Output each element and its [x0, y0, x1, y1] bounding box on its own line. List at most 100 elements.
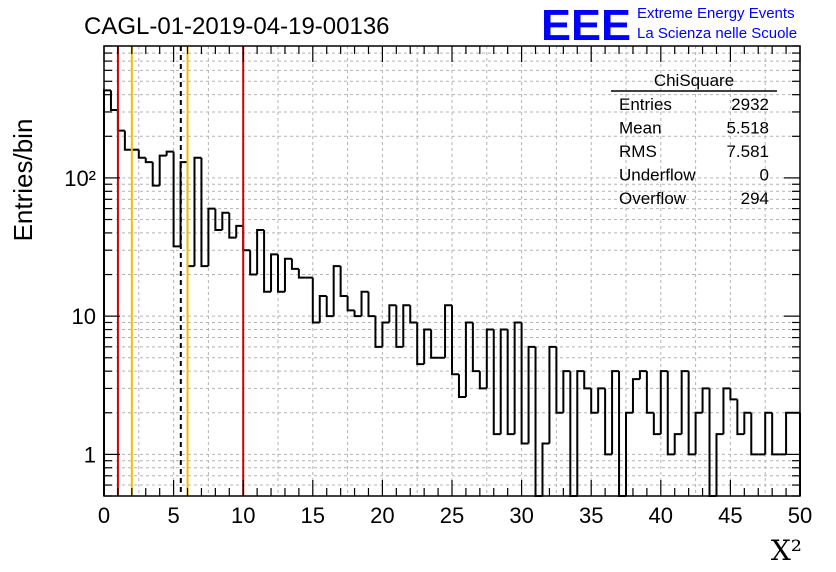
- histogram-bin: [736, 399, 745, 436]
- x-tick-label: 30: [509, 503, 533, 528]
- histogram-bin: [638, 370, 647, 380]
- histogram-bin: [416, 322, 425, 366]
- histogram-bin: [395, 305, 404, 348]
- histogram-bin: [207, 207, 216, 267]
- histogram-bin: [471, 322, 480, 373]
- histogram-bin: [708, 388, 717, 497]
- histogram-bin: [645, 371, 654, 414]
- y-axis-label: Entries/bin: [8, 119, 38, 242]
- plot-frame: [103, 45, 801, 497]
- histogram-bin: [597, 387, 606, 413]
- histogram-bin: [263, 229, 272, 293]
- histogram-bin: [673, 433, 682, 455]
- stats-row-value: 294: [741, 189, 769, 208]
- y-tick-label: 10²: [64, 166, 96, 191]
- axis-ticks: 0 5 10 15 20 25 30 35 40 45 50 1 10 10²: [64, 45, 812, 528]
- x-tick-label: 15: [301, 503, 325, 528]
- stats-row-value: 2932: [731, 95, 769, 114]
- histogram-bin: [228, 212, 237, 239]
- histogram-bin: [464, 321, 473, 398]
- stats-row-label: Overflow: [619, 189, 687, 208]
- histogram-bin: [750, 412, 759, 456]
- histogram-bin: [604, 388, 613, 456]
- x-tick-label: 10: [231, 503, 255, 528]
- histogram-bin: [527, 345, 536, 444]
- eee-logo: EEE Extreme Energy Events La Scienza nel…: [541, 1, 797, 50]
- histogram-bin: [701, 387, 710, 413]
- x-tick-label: 50: [788, 503, 812, 528]
- histogram-bin: [144, 157, 153, 164]
- histogram-bin: [381, 321, 390, 347]
- histogram-bin: [235, 224, 244, 238]
- histogram-bin: [423, 328, 432, 365]
- histogram-bin: [158, 154, 167, 186]
- stats-row-label: RMS: [619, 142, 657, 161]
- histogram-bin: [103, 89, 111, 496]
- histogram-bin: [346, 295, 355, 312]
- stats-row-value: 7.581: [726, 142, 769, 161]
- histogram-bin: [290, 258, 299, 270]
- logo-line2: La Scienza nelle Scuole: [637, 25, 797, 42]
- histogram-bin: [277, 254, 285, 293]
- x-axis-label: X²: [771, 534, 802, 567]
- histogram-bin: [520, 322, 529, 445]
- histogram-bin: [534, 346, 543, 497]
- y-tick-label: 1: [84, 442, 96, 467]
- x-tick-label: 20: [370, 503, 394, 528]
- histogram-bin: [451, 305, 459, 376]
- histogram-bin: [506, 329, 515, 436]
- histogram-bin: [200, 157, 209, 268]
- histogram-bin: [409, 305, 418, 324]
- stats-title: ChiSquare: [654, 71, 734, 90]
- histogram-bin: [374, 316, 383, 348]
- histogram-bin: [590, 388, 599, 414]
- x-tick-label: 5: [167, 503, 179, 528]
- histogram-bin: [256, 228, 265, 275]
- histogram-bin: [478, 371, 487, 390]
- x-tick-label: 40: [649, 503, 673, 528]
- histogram-bin: [137, 149, 146, 159]
- histogram-bin: [221, 211, 230, 230]
- histogram-bin: [116, 109, 125, 132]
- histogram-bin: [631, 378, 640, 413]
- logo-line1: Extreme Energy Events: [637, 5, 795, 22]
- histogram-bin: [242, 225, 251, 252]
- histogram-bin: [548, 345, 557, 444]
- histogram-bin: [694, 411, 703, 455]
- histogram-bin: [687, 371, 696, 456]
- histogram-bin: [388, 304, 397, 323]
- histogram-bin: [353, 310, 362, 318]
- x-tick-label: 0: [98, 503, 110, 528]
- stats-row-value: 0: [760, 166, 769, 185]
- histogram-bin: [270, 253, 278, 292]
- histogram-bin: [729, 388, 738, 401]
- histogram-bin: [652, 412, 661, 436]
- histogram-bin: [444, 304, 452, 358]
- histogram-bin: [165, 150, 174, 156]
- histogram-bin: [625, 411, 633, 496]
- histogram-bin: [109, 90, 118, 111]
- histogram-bin: [193, 156, 202, 267]
- reference-lines: [116, 46, 245, 496]
- histogram-bin: [618, 371, 626, 497]
- stats-row-label: Mean: [619, 119, 662, 138]
- x-tick-label: 35: [579, 503, 603, 528]
- stats-row-label: Entries: [619, 95, 672, 114]
- histogram-bin: [611, 370, 620, 455]
- histogram-bin: [569, 371, 578, 497]
- stats-box: ChiSquare Entries 2932 Mean 5.518 RMS 7.581 Un…: [611, 71, 777, 208]
- histogram-bin: [722, 387, 731, 435]
- histogram-bin: [576, 370, 585, 496]
- histogram-bin: [151, 162, 160, 187]
- histogram-bin: [513, 321, 522, 435]
- histogram-bin: [764, 411, 773, 455]
- histogram-bin: [715, 433, 724, 496]
- histogram-bin: [172, 151, 181, 248]
- stats-row-label: Underflow: [619, 166, 696, 185]
- histogram-bin: [680, 370, 689, 435]
- x-tick-label: 45: [718, 503, 742, 528]
- x-tick-label: 25: [440, 503, 464, 528]
- histogram-bin: [214, 208, 223, 231]
- histogram-bin: [499, 328, 508, 435]
